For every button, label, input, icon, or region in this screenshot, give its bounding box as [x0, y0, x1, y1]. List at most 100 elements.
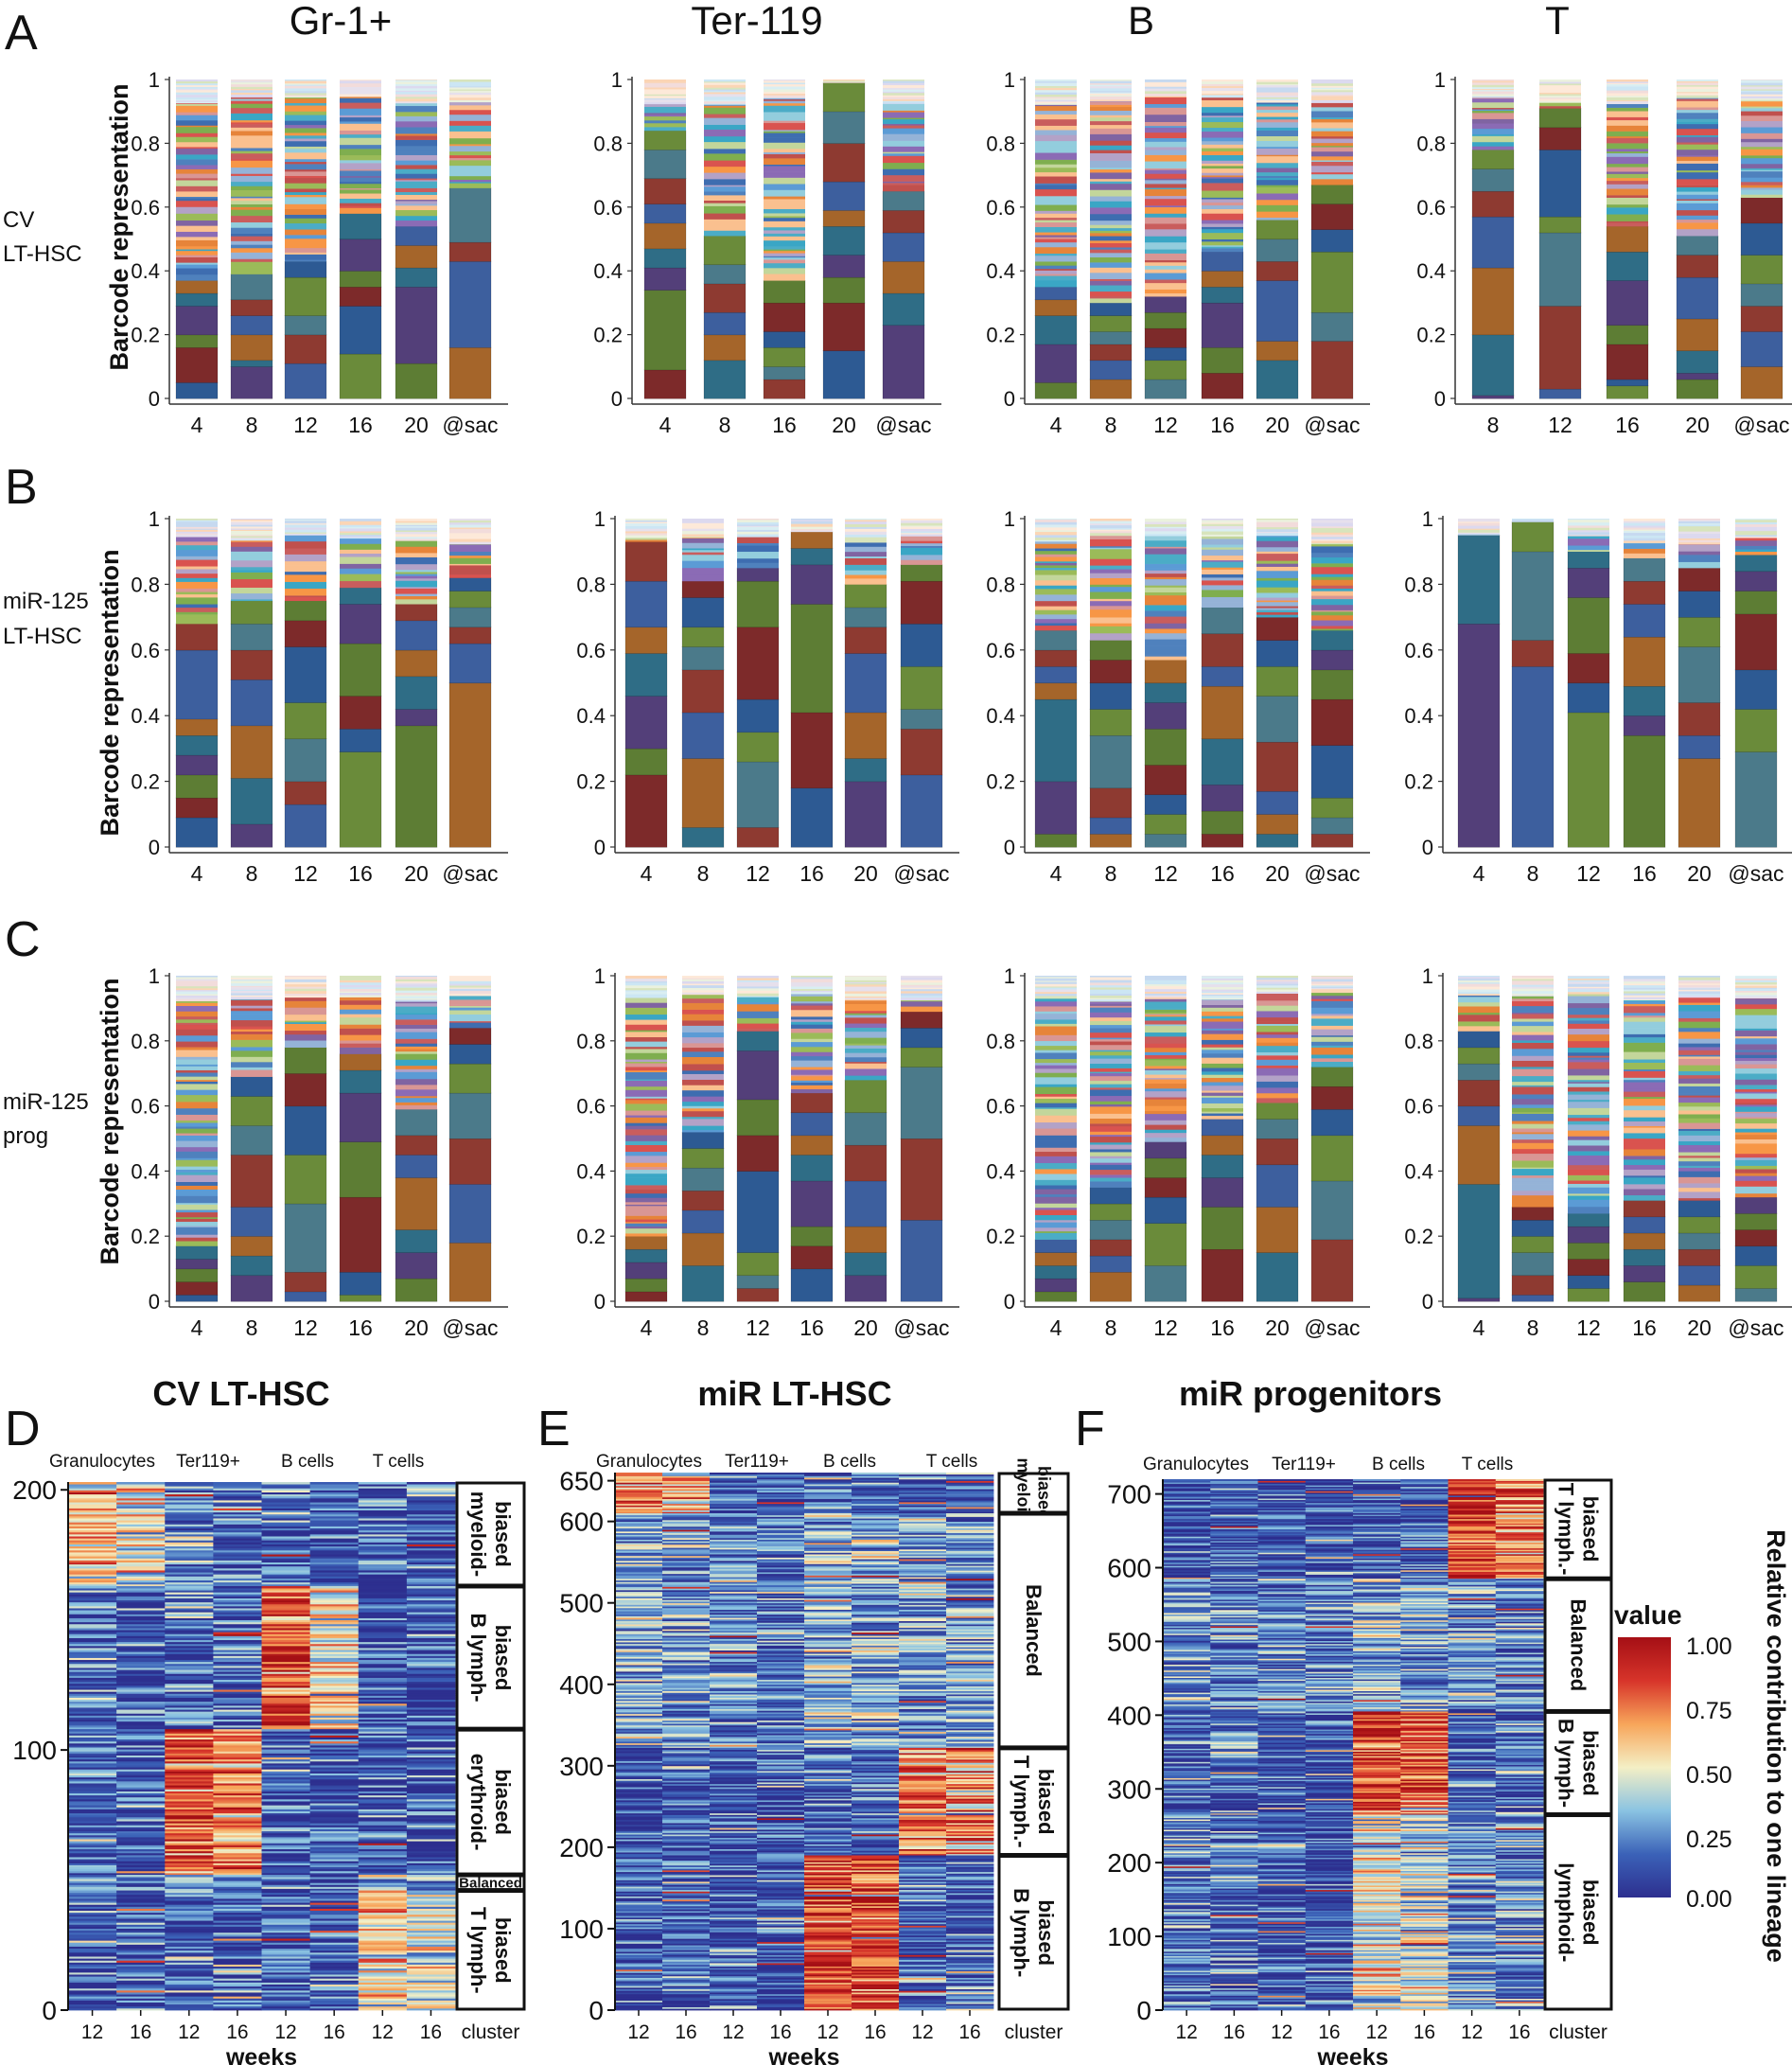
- bar-segment-minor: [231, 1019, 272, 1027]
- heatmap-cell: [116, 1697, 166, 1701]
- bar-segment-minor: [845, 1045, 887, 1049]
- bar-segment-minor: [285, 993, 326, 997]
- bar-segment-major: [395, 708, 438, 727]
- heatmap-cell: [358, 1699, 408, 1703]
- bar-segment-minor: [1035, 1196, 1077, 1204]
- heatmap-cell: [116, 1989, 166, 1993]
- bar-segment-minor: [1735, 1117, 1777, 1120]
- bar-segment-minor: [395, 599, 437, 605]
- bar-segment-minor: [1568, 1002, 1609, 1009]
- bar-segment-minor: [883, 100, 924, 103]
- bar-segment-minor: [176, 604, 218, 609]
- bar-segment-minor: [1568, 1145, 1609, 1152]
- bar-segment-minor: [1458, 989, 1500, 993]
- heatmap-cell: [165, 1825, 214, 1827]
- y-tick-label: 0.2: [593, 324, 623, 347]
- bar-segment-minor: [1145, 601, 1186, 606]
- bar-segment-minor: [176, 1204, 218, 1210]
- bar-segment-minor: [1202, 241, 1243, 246]
- bar-segment-minor: [1090, 1101, 1132, 1105]
- heatmap-cell: [358, 1603, 408, 1607]
- bar-segment-minor: [1035, 570, 1077, 575]
- heatmap-cell: [68, 1738, 117, 1742]
- bar-segment-minor: [1624, 1189, 1665, 1196]
- heatmap-cell: [358, 1868, 408, 1872]
- bar-segment-minor: [764, 171, 805, 174]
- bar-segment-minor: [176, 264, 218, 269]
- bar-segment-minor: [340, 1034, 381, 1041]
- bar-segment-minor: [395, 1049, 437, 1052]
- y-tick-label: 0.4: [131, 259, 160, 283]
- heatmap-cell: [261, 1513, 311, 1517]
- bar-segment-minor: [1256, 103, 1298, 107]
- heatmap-cell: [261, 1608, 311, 1611]
- heatmap-cell: [261, 1713, 311, 1716]
- bar-segment-minor: [1035, 1013, 1077, 1020]
- bar-segment-minor: [176, 611, 218, 615]
- bar-segment-major: [448, 346, 492, 399]
- bar-segment-minor: [1624, 530, 1665, 534]
- bar-segment-minor: [845, 1031, 887, 1038]
- heatmap-cell: [358, 1628, 408, 1631]
- bar-segment-minor: [1090, 1144, 1132, 1150]
- heatmap-cell: [309, 1524, 360, 1527]
- heatmap-cell: [116, 1778, 166, 1782]
- bar-segment-minor: [1090, 1136, 1132, 1143]
- heatmap-cell: [116, 1594, 166, 1597]
- heatmap-cell: [165, 1805, 214, 1808]
- heatmap-cell: [68, 1809, 117, 1811]
- heatmap-cell: [165, 1807, 214, 1809]
- bar-segment-minor: [176, 1094, 218, 1103]
- bar-segment-minor: [285, 105, 326, 112]
- bar-segment-minor: [1202, 197, 1243, 200]
- bar-segment-minor: [1256, 1051, 1298, 1056]
- bar-segment-minor: [449, 538, 491, 542]
- heatmap-cell: [406, 1882, 456, 1885]
- heatmap-cell: [68, 1792, 117, 1796]
- bar-segment-major: [822, 82, 866, 113]
- heatmap-cell: [406, 1825, 456, 1827]
- bar-segment-minor: [625, 536, 667, 538]
- heatmap-cell: [309, 1643, 360, 1647]
- y-tick-label: 0.2: [131, 1225, 160, 1248]
- bar-segment-minor: [231, 526, 272, 529]
- heatmap-cell: [165, 1861, 214, 1863]
- heatmap-cell: [358, 1549, 408, 1553]
- bar-segment-minor: [1256, 1098, 1298, 1103]
- bar-segment-minor: [231, 258, 272, 262]
- heatmap-cell: [406, 1861, 456, 1863]
- bar-segment-minor: [1735, 1015, 1777, 1022]
- bar-segment-minor: [625, 1038, 667, 1042]
- bar-segment-minor: [1090, 1149, 1132, 1153]
- bar-segment-minor: [1735, 1143, 1777, 1149]
- heatmap-cell: [309, 1791, 360, 1794]
- bar-segment-minor: [1678, 984, 1720, 988]
- bar-segment-minor: [231, 982, 272, 986]
- heatmap-cell: [213, 1661, 262, 1665]
- heatmap-cell: [116, 1715, 166, 1718]
- heatmap-cluster: [68, 1875, 456, 1891]
- heatmap-cell: [261, 1504, 311, 1507]
- heatmap-cell: [261, 1639, 311, 1643]
- heatmap-cell: [213, 1482, 262, 1485]
- bar-segment-minor: [1735, 1180, 1777, 1187]
- bar-segment-minor: [1256, 93, 1298, 97]
- bar-segment-minor: [1145, 279, 1186, 284]
- bar-segment-minor: [682, 528, 724, 532]
- bar-segment-minor: [1458, 978, 1500, 981]
- heatmap-cell: [116, 1783, 166, 1786]
- bar-segment-minor: [1145, 623, 1186, 629]
- bar-segment-minor: [1090, 1177, 1132, 1182]
- bar-segment-minor: [1735, 1156, 1777, 1160]
- heatmap-cell: [116, 1484, 166, 1487]
- bar-segment-major: [284, 1047, 327, 1074]
- bar-segment-minor: [1568, 1169, 1609, 1175]
- bar-20: [1678, 976, 1721, 1302]
- bar-segment-minor: [1090, 242, 1132, 248]
- bar-segment-minor: [285, 976, 326, 980]
- x-tick-label: 8: [697, 1315, 710, 1340]
- heatmap-cell: [261, 1745, 311, 1748]
- heatmap-cell: [165, 1742, 214, 1746]
- bar-segment-minor: [1735, 1004, 1777, 1010]
- heatmap-cell: [165, 1497, 214, 1501]
